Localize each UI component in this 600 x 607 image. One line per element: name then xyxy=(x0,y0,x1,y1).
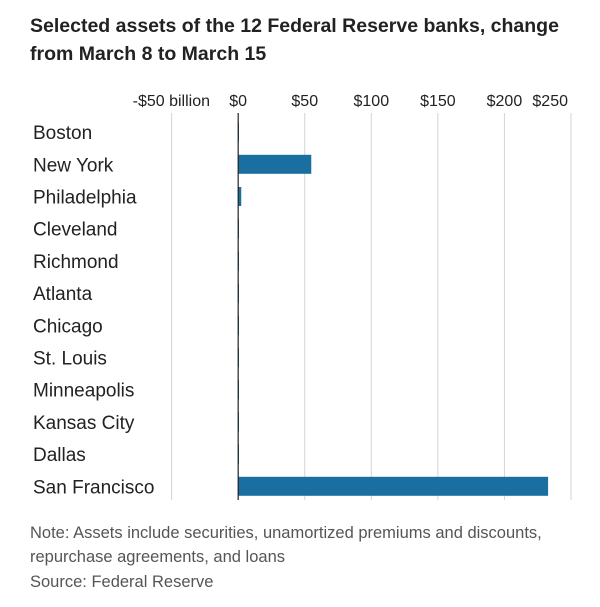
bars xyxy=(238,122,549,496)
bar xyxy=(238,187,242,206)
x-tick-label: $50 xyxy=(291,93,318,110)
chart-source: Source: Federal Reserve xyxy=(30,573,214,591)
category-label: St. Louis xyxy=(33,349,107,370)
category-label: Chicago xyxy=(33,316,103,337)
category-label: Minneapolis xyxy=(33,381,134,402)
x-tick-label: $250 xyxy=(532,93,568,110)
gridlines xyxy=(171,113,572,500)
category-label: Philadelphia xyxy=(33,188,137,209)
bar xyxy=(238,154,312,174)
x-tick-label: $150 xyxy=(420,93,456,110)
category-label: Cleveland xyxy=(33,220,118,241)
category-labels: Boston New York Philadelphia Cleveland Richm… xyxy=(33,123,154,498)
bar-chart: -$50 billion $0 $50 $100 $150 $200 $250 Boston… xyxy=(33,93,572,500)
category-label: Richmond xyxy=(33,252,119,273)
chart-note: Note: Assets include securities, unamort… xyxy=(30,524,542,566)
x-tick-label: $0 xyxy=(229,93,247,110)
category-label: Atlanta xyxy=(33,284,93,305)
category-label: Dallas xyxy=(33,445,86,466)
category-label: New York xyxy=(33,155,114,176)
x-tick-label: $100 xyxy=(354,93,390,110)
category-label: Boston xyxy=(33,123,92,144)
bar xyxy=(238,476,549,496)
category-label: Kansas City xyxy=(33,413,135,434)
x-axis-tick-labels: -$50 billion $0 $50 $100 $150 $200 $250 xyxy=(133,93,568,110)
category-label: San Francisco xyxy=(33,477,154,498)
x-tick-label: -$50 billion xyxy=(133,93,210,110)
chart-title: Selected assets of the 12 Federal Reserv… xyxy=(30,15,559,65)
x-tick-label: $200 xyxy=(487,93,523,110)
